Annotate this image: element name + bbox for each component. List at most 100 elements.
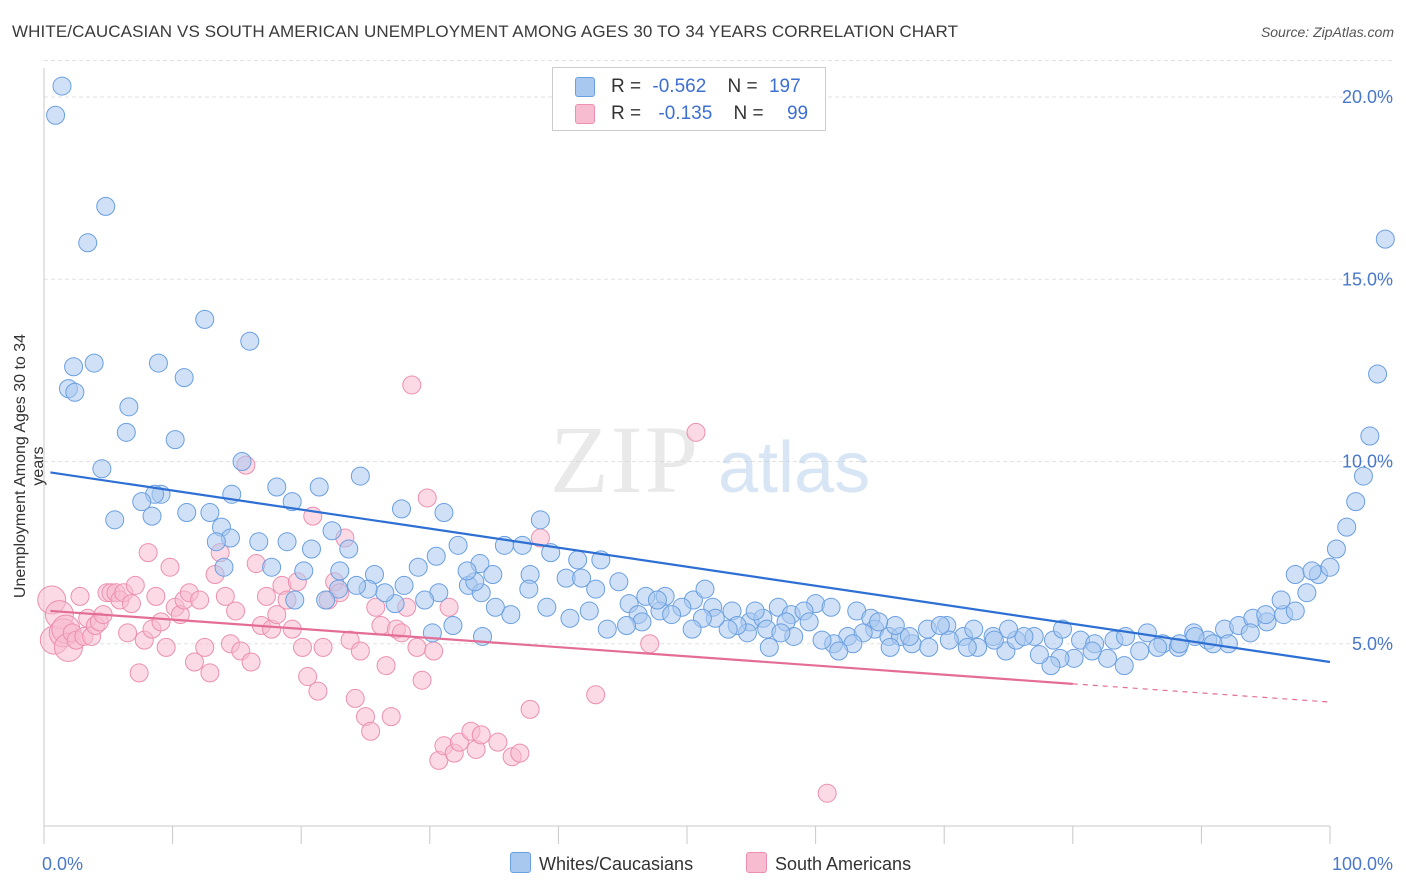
- white-point: [262, 557, 282, 577]
- white-point: [829, 641, 849, 661]
- white-point: [799, 612, 819, 632]
- south-american-point: [449, 732, 469, 752]
- bottom-legend-swatch-whites: [510, 852, 531, 873]
- white-point: [597, 619, 617, 639]
- white-point: [177, 503, 197, 523]
- bottom-legend-label-south-americans: South Americans: [775, 854, 912, 874]
- white-point: [267, 477, 287, 497]
- white-point: [174, 368, 194, 388]
- white-point: [1130, 641, 1150, 661]
- white-point: [1148, 637, 1168, 657]
- white-point: [632, 612, 652, 632]
- white-point: [375, 583, 395, 603]
- white-point: [1285, 601, 1305, 621]
- white-point: [132, 492, 152, 512]
- south-american-point: [402, 375, 422, 395]
- white-point: [1014, 626, 1034, 646]
- whites-trend-line: [50, 471, 1331, 664]
- white-point: [869, 612, 889, 632]
- white-point: [899, 626, 919, 646]
- south-american-point: [376, 656, 396, 676]
- white-point: [415, 590, 435, 610]
- south-american-point: [292, 637, 312, 657]
- x-tick-label-max: 100.0%: [1332, 854, 1393, 874]
- white-point: [647, 590, 667, 610]
- white-point: [214, 557, 234, 577]
- white-point: [142, 506, 162, 526]
- watermark-zip: ZIP: [550, 406, 700, 513]
- white-point: [1041, 656, 1061, 676]
- white-point: [695, 579, 715, 599]
- white-point: [483, 564, 503, 584]
- white-point: [586, 579, 606, 599]
- south-american-point: [184, 652, 204, 672]
- white-point: [885, 616, 905, 636]
- white-point: [1360, 426, 1380, 446]
- white-point: [277, 532, 297, 552]
- white-point: [206, 532, 226, 552]
- white-point: [426, 546, 446, 566]
- white-point: [249, 532, 269, 552]
- white-point: [930, 616, 950, 636]
- white-point: [448, 535, 468, 555]
- south-american-point: [350, 641, 370, 661]
- south-american-point: [241, 652, 261, 672]
- white-point: [745, 601, 765, 621]
- white-point: [771, 623, 791, 643]
- south-american-point: [156, 637, 176, 657]
- white-point: [1326, 539, 1346, 559]
- white-point: [572, 568, 592, 588]
- south-american-point: [366, 597, 386, 617]
- stats-legend: R = -0.562 N = 197 R = -0.135 N = 99: [552, 67, 826, 131]
- white-point: [1353, 466, 1373, 486]
- white-point: [1114, 656, 1134, 676]
- south-american-point: [308, 681, 328, 701]
- white-point: [662, 605, 682, 625]
- white-point: [1368, 364, 1388, 384]
- white-point: [200, 503, 220, 523]
- white-point: [530, 510, 550, 530]
- south-americans-points: [37, 375, 837, 803]
- south-americans-trend-extension: [1072, 683, 1331, 703]
- south-american-point: [510, 743, 530, 763]
- white-point: [512, 535, 532, 555]
- white-point: [52, 76, 72, 96]
- white-point: [537, 597, 557, 617]
- white-point: [1170, 634, 1190, 654]
- white-point: [195, 309, 215, 329]
- white-point: [330, 561, 350, 581]
- south-american-point: [371, 616, 391, 636]
- legend-swatch-south-americans: [575, 104, 595, 124]
- white-point: [812, 630, 832, 650]
- south-american-point: [417, 488, 437, 508]
- white-point: [501, 605, 521, 625]
- south-american-point: [392, 623, 412, 643]
- watermark-atlas: atlas: [718, 428, 870, 508]
- axes: [43, 68, 1331, 844]
- white-point: [609, 572, 629, 592]
- white-point: [1240, 623, 1260, 643]
- white-point: [1271, 590, 1291, 610]
- bottom-legend-whites: Whites/Caucasians: [510, 852, 693, 875]
- white-point: [1098, 648, 1118, 668]
- white-point: [328, 579, 348, 599]
- white-point: [119, 397, 139, 417]
- south-american-point: [817, 783, 837, 803]
- south-american-point: [138, 543, 158, 563]
- bottom-legend-south-americans: South Americans: [746, 852, 911, 875]
- white-point: [939, 630, 959, 650]
- white-point: [78, 233, 98, 253]
- white-point: [301, 539, 321, 559]
- white-point: [165, 430, 185, 450]
- south-american-point: [313, 637, 333, 657]
- white-point: [309, 477, 329, 497]
- y-tick-label: 15.0%: [1342, 269, 1393, 289]
- white-point: [485, 597, 505, 617]
- white-point: [116, 422, 136, 442]
- white-point: [84, 353, 104, 373]
- legend-n-label: N =: [733, 103, 764, 124]
- white-point: [1053, 619, 1073, 639]
- south-american-point: [146, 586, 166, 606]
- south-american-point: [226, 601, 246, 621]
- south-american-point: [381, 707, 401, 727]
